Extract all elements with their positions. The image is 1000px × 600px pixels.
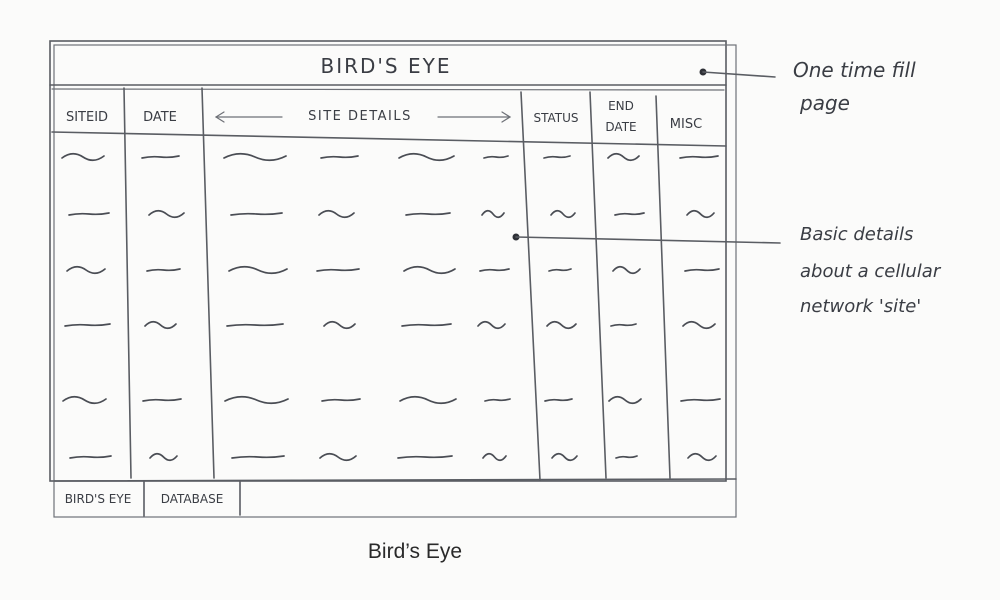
placeholder-squiggle: [607, 152, 640, 162]
placeholder-squiggle: [316, 268, 360, 272]
column-divider-2: [201, 87, 215, 479]
placeholder-squiggle: [484, 398, 511, 402]
col-header-end-date-line1: END: [608, 99, 634, 113]
placeholder-squiggle: [481, 209, 505, 219]
col-header-misc: MISC: [670, 117, 702, 132]
annotation-leader-fill-page: [702, 71, 776, 78]
placeholder-squiggle: [687, 452, 717, 462]
placeholder-squiggle: [62, 395, 107, 405]
placeholder-squiggle: [318, 209, 355, 219]
placeholder-squiggle: [323, 320, 356, 330]
placeholder-squiggle: [398, 152, 455, 162]
placeholder-squiggle: [680, 398, 721, 402]
placeholder-squiggle: [144, 320, 177, 330]
placeholder-squiggle: [614, 212, 645, 216]
column-header-divider: [51, 131, 727, 147]
placeholder-squiggle: [686, 209, 715, 219]
placeholder-squiggle: [483, 155, 509, 159]
annotation-leader-basic-details: [515, 236, 781, 244]
placeholder-squiggle: [546, 320, 577, 330]
placeholder-squiggle: [146, 268, 181, 272]
placeholder-squiggle: [608, 395, 642, 405]
placeholder-squiggle: [319, 452, 357, 462]
placeholder-squiggle: [610, 323, 637, 327]
placeholder-squiggle: [226, 323, 284, 327]
placeholder-rows: [61, 152, 721, 462]
annotation-basic-details-line2: about a cellular: [800, 261, 942, 282]
placeholder-squiggle: [321, 398, 361, 402]
placeholder-squiggle: [66, 265, 106, 275]
column-divider-5: [655, 95, 671, 479]
placeholder-squiggle: [684, 268, 720, 272]
figure-caption: Bird’s Eye: [367, 540, 463, 563]
placeholder-squiggle: [231, 455, 285, 459]
placeholder-squiggle: [682, 320, 716, 330]
column-divider-4: [589, 91, 607, 479]
site-details-arrow: [214, 111, 512, 123]
placeholder-squiggle: [141, 155, 180, 159]
placeholder-squiggle: [548, 268, 572, 272]
placeholder-squiggle: [61, 152, 105, 162]
placeholder-squiggle: [69, 455, 112, 459]
placeholder-squiggle: [403, 265, 456, 275]
placeholder-squiggle: [68, 212, 110, 216]
tab-birds-eye[interactable]: BIRD'S EYE: [65, 492, 132, 506]
placeholder-squiggle: [482, 452, 507, 462]
placeholder-squiggle: [148, 209, 185, 219]
placeholder-squiggle: [401, 323, 452, 327]
placeholder-squiggle: [149, 452, 178, 462]
placeholder-squiggle: [543, 155, 571, 159]
annotation-basic-details-line1: Basic details: [800, 224, 913, 245]
col-header-date: DATE: [143, 110, 177, 125]
placeholder-squiggle: [544, 398, 573, 402]
col-header-site-details: SITE DETAILS: [308, 109, 412, 124]
col-header-status: STATUS: [533, 111, 578, 125]
placeholder-squiggle: [479, 268, 510, 272]
placeholder-squiggle: [615, 455, 638, 459]
annotation-basic-details-line3: network 'site': [800, 296, 921, 317]
placeholder-squiggle: [397, 455, 453, 459]
col-header-siteid: SITEID: [66, 110, 108, 125]
column-divider-1: [123, 87, 132, 479]
col-header-end-date-line2: DATE: [605, 120, 636, 134]
placeholder-squiggle: [405, 212, 451, 216]
placeholder-squiggle: [64, 323, 111, 327]
outer-frame: [49, 40, 727, 482]
placeholder-squiggle: [477, 320, 506, 330]
placeholder-squiggle: [679, 155, 719, 159]
wireframe-title: BIRD'S EYE: [321, 54, 452, 78]
placeholder-squiggle: [399, 395, 457, 405]
tab-database[interactable]: DATABASE: [161, 492, 224, 506]
placeholder-squiggle: [228, 265, 288, 275]
placeholder-squiggle: [224, 395, 289, 405]
annotation-fill-page-line2: page: [799, 91, 850, 115]
placeholder-squiggle: [550, 209, 576, 219]
placeholder-squiggle: [320, 155, 359, 159]
annotation-fill-page-line1: One time fill: [793, 58, 916, 82]
outer-frame-sketch: [53, 44, 737, 518]
placeholder-squiggle: [551, 452, 578, 462]
placeholder-squiggle: [142, 398, 182, 402]
placeholder-squiggle: [230, 212, 283, 216]
placeholder-squiggle: [612, 265, 641, 275]
column-divider-3: [520, 91, 541, 481]
placeholder-squiggle: [223, 152, 287, 162]
